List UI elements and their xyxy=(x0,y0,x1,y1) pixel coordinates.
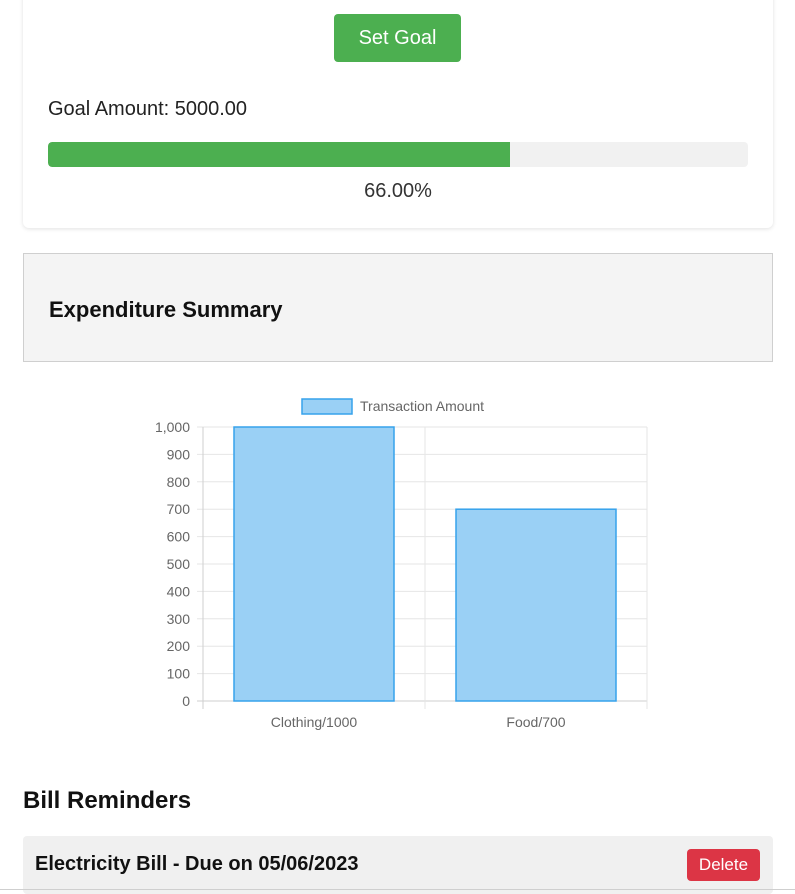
bill-reminder-item: Electricity Bill - Due on 05/06/2023 Del… xyxy=(23,836,773,894)
y-tick-label: 700 xyxy=(167,501,191,517)
bar xyxy=(233,426,395,702)
legend-label: Transaction Amount xyxy=(360,398,484,414)
page-bottom-divider xyxy=(0,889,795,890)
bar xyxy=(455,508,617,702)
y-tick-label: 600 xyxy=(167,529,191,545)
legend-swatch xyxy=(301,398,353,415)
x-tick-label: Food/700 xyxy=(506,714,565,730)
y-tick-label: 400 xyxy=(167,583,191,599)
y-tick-label: 900 xyxy=(167,446,191,462)
bill-reminders-title: Bill Reminders xyxy=(23,787,192,814)
y-tick-label: 300 xyxy=(167,611,191,627)
y-tick-label: 1,000 xyxy=(155,419,190,435)
goal-progress-bar xyxy=(48,142,748,167)
goal-amount-text: Goal Amount: 5000.00 xyxy=(48,98,248,120)
set-goal-button[interactable]: Set Goal xyxy=(334,14,461,62)
y-tick-label: 200 xyxy=(167,638,191,654)
y-tick-label: 0 xyxy=(182,693,190,709)
goal-card: Set Goal Goal Amount: 5000.00 66.00% xyxy=(23,0,773,228)
delete-bill-button[interactable]: Delete xyxy=(687,849,760,881)
y-tick-label: 500 xyxy=(167,556,191,572)
x-tick-label: Clothing/1000 xyxy=(271,714,358,730)
y-tick-label: 800 xyxy=(167,474,191,490)
goal-progress-fill xyxy=(48,142,510,167)
bill-reminder-text: Electricity Bill - Due on 05/06/2023 xyxy=(35,853,359,875)
goal-progress-percent: 66.00% xyxy=(364,180,432,202)
expenditure-summary-title: Expenditure Summary xyxy=(49,297,283,322)
expenditure-bar-chart: 0 100 200 300 400 500 600 700 800 900 1,000 Clothin… xyxy=(155,398,648,730)
expenditure-summary-header: Expenditure Summary xyxy=(23,253,773,362)
y-tick-label: 100 xyxy=(167,666,191,682)
